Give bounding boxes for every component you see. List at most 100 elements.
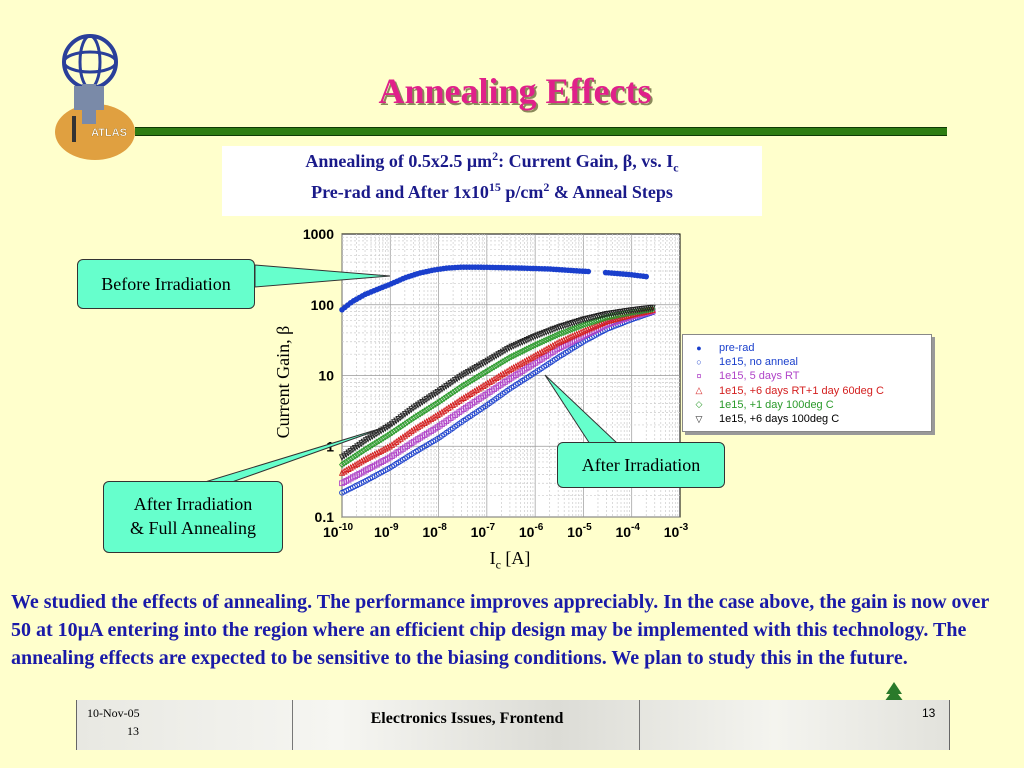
data-point [458, 382, 465, 391]
data-point [454, 398, 461, 406]
legend-entry: △ 1e15, +6 days RT+1 day 60deg C [691, 384, 884, 398]
data-point [417, 421, 424, 429]
data-point [527, 354, 535, 361]
y-tick-label: 10 [318, 368, 334, 384]
data-point [471, 375, 478, 383]
x-tick-label: 10-5 [567, 522, 592, 540]
data-point [406, 407, 413, 415]
data-point [462, 392, 469, 400]
body-paragraph: We studied the effects of annealing. The… [11, 591, 989, 669]
legend-label: 1e15, +1 day 100deg C [719, 398, 834, 411]
legend-label: 1e15, +6 days 100deg C [719, 413, 840, 425]
data-point [486, 378, 493, 386]
data-point [551, 332, 558, 340]
data-point [388, 420, 396, 428]
data-point [591, 317, 598, 326]
subtitle-line-2: Pre-rad and After 1x1015 p/cm2 & Anneal … [311, 180, 673, 202]
data-point [501, 356, 508, 364]
data-point [547, 334, 554, 342]
footer-title: Electronics Issues, Frontend [370, 710, 564, 727]
data-point [365, 443, 372, 452]
data-point [523, 345, 530, 353]
data-point [534, 350, 541, 358]
legend-marker: ¤ [696, 371, 702, 382]
legend-entry: ▽ 1e15, +6 days 100deg C [691, 412, 840, 426]
data-point [371, 450, 378, 458]
x-tick-label: 10-4 [615, 522, 640, 540]
data-point [421, 419, 428, 426]
data-point [558, 337, 565, 345]
data-point [358, 448, 365, 456]
data-point [575, 329, 582, 337]
title-rule [135, 127, 947, 136]
data-point [573, 330, 580, 338]
data-point [432, 400, 439, 408]
data-point [428, 403, 435, 411]
data-point [491, 363, 498, 371]
data-point [438, 396, 445, 404]
data-point [473, 386, 480, 393]
data-point [454, 385, 461, 394]
data-point [347, 463, 354, 471]
data-point [373, 449, 380, 457]
data-point [475, 384, 482, 392]
data-point [538, 347, 546, 355]
x-axis-label: Ic [A] [489, 548, 531, 572]
data-point [432, 412, 439, 420]
x-tick-label: 10-3 [664, 522, 689, 540]
data-point [475, 372, 482, 380]
data-point [560, 336, 567, 344]
data-point [586, 319, 593, 327]
data-point [534, 340, 541, 348]
data-point [580, 327, 587, 335]
data-point [517, 348, 524, 356]
data-point [343, 466, 350, 474]
data-point [449, 401, 456, 409]
data-point [371, 439, 378, 448]
data-point [445, 404, 452, 411]
data-point [590, 322, 598, 330]
data-point [586, 324, 593, 332]
data-point [452, 387, 458, 395]
data-point [436, 397, 443, 405]
slide-title: Annealing Effects [378, 71, 652, 111]
data-point [427, 415, 435, 423]
data-point [443, 405, 450, 413]
data-point [551, 340, 559, 348]
data-point [525, 344, 532, 352]
data-point [399, 433, 406, 441]
legend-marker: ● [696, 343, 702, 353]
data-point [395, 436, 402, 444]
legend-label: 1e15, 5 days RT [719, 370, 800, 383]
data-point [397, 423, 404, 431]
data-point [412, 424, 419, 432]
data-point [451, 399, 459, 407]
data-point [395, 424, 402, 432]
data-point [410, 414, 417, 422]
data-point [391, 419, 398, 427]
data-point [543, 345, 550, 353]
data-point [354, 460, 361, 467]
data-point [467, 390, 474, 397]
data-point [517, 360, 524, 367]
data-point [441, 406, 448, 414]
data-point [388, 429, 395, 437]
data-point [391, 439, 398, 447]
data-point [343, 458, 350, 466]
data-point [480, 382, 487, 389]
footer-slide-number-left: 13 [127, 724, 139, 738]
data-point [399, 412, 406, 420]
callout-full-line-1: After Irradiation [133, 494, 253, 514]
data-point [510, 351, 517, 360]
data-point [558, 329, 565, 337]
data-point [388, 441, 396, 448]
data-point [499, 358, 506, 366]
data-point [582, 320, 589, 328]
data-point [508, 353, 515, 361]
data-point [525, 355, 532, 363]
data-point [395, 415, 402, 423]
data-point [584, 325, 591, 333]
data-point [375, 448, 383, 456]
data-point [575, 322, 582, 331]
data-point [404, 409, 411, 417]
